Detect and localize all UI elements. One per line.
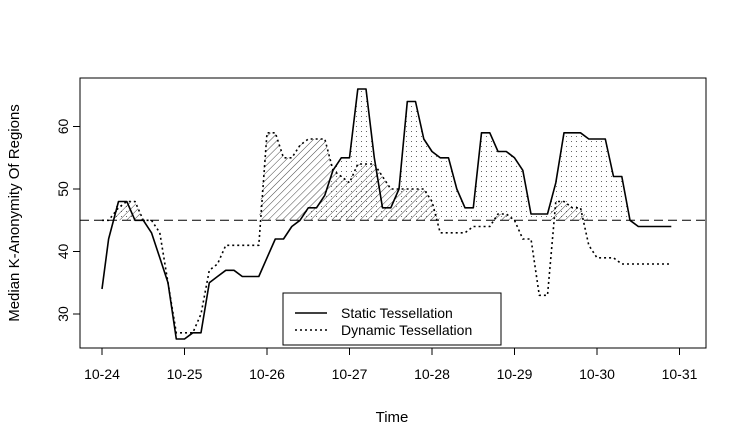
legend-label-static: Static Tessellation — [341, 305, 453, 321]
series-line-dynamic — [102, 132, 672, 334]
x-tick-label: 10-25 — [167, 366, 203, 382]
x-tick-label: 10-28 — [414, 366, 450, 382]
fill-area-static — [102, 89, 672, 221]
x-tick-label: 10-31 — [662, 366, 698, 382]
y-axis: 30 40 50 60 — [55, 119, 80, 322]
x-tick-label: 10-24 — [84, 366, 120, 382]
x-axis-title: Time — [376, 409, 409, 426]
y-tick-label: 60 — [55, 119, 71, 135]
x-tick-label: 10-29 — [497, 366, 533, 382]
legend-label-dynamic: Dynamic Tessellation — [341, 322, 472, 338]
y-tick-label: 50 — [55, 181, 71, 197]
y-tick-label: 30 — [55, 306, 71, 322]
legend: Static Tessellation Dynamic Tessellation — [282, 292, 502, 346]
series-line-static — [101, 88, 672, 340]
y-tick-label: 40 — [55, 244, 71, 260]
x-tick-label: 10-30 — [579, 366, 615, 382]
y-axis-title: Median K-Anonymity Of Regions — [6, 104, 23, 322]
legend-box — [282, 292, 502, 346]
fill-area-dynamic — [102, 132, 672, 221]
x-tick-label: 10-27 — [332, 366, 368, 382]
plot-frame — [79, 77, 707, 349]
x-tick-label: 10-26 — [249, 366, 285, 382]
x-axis: 10-24 10-25 10-26 10-27 10-28 10-29 10-30 10-31 — [84, 348, 698, 382]
